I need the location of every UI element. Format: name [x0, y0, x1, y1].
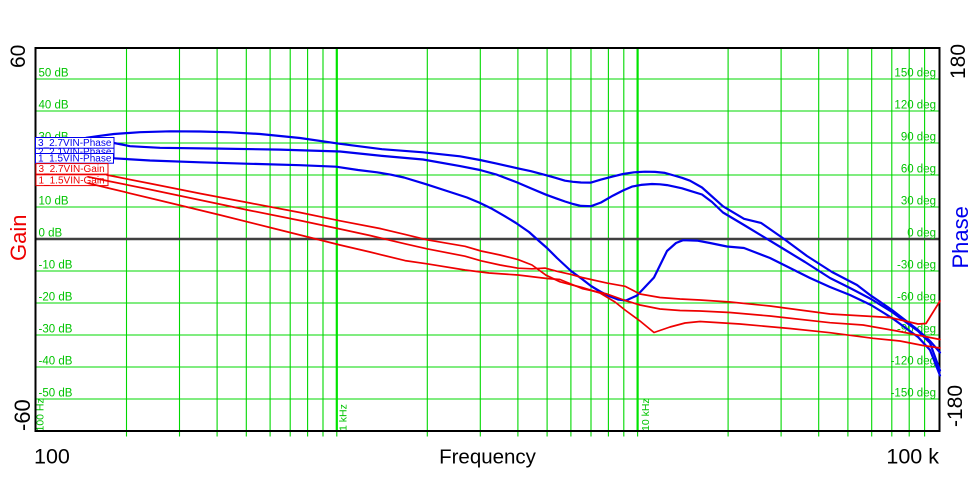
svg-text:3_2.7VIN-Phase: 3_2.7VIN-Phase [38, 138, 112, 149]
svg-text:1_1.5VIN-Gain: 1_1.5VIN-Gain [39, 175, 105, 186]
svg-text:-40 dB: -40 dB [39, 356, 73, 368]
svg-text:-60: -60 [10, 399, 35, 431]
svg-text:-60 deg: -60 deg [897, 292, 936, 304]
svg-text:3_2.7VIN-Gain: 3_2.7VIN-Gain [39, 164, 105, 175]
svg-text:100 Hz: 100 Hz [35, 398, 47, 431]
svg-text:-20 dB: -20 dB [39, 292, 73, 304]
svg-text:Frequency: Frequency [439, 446, 537, 469]
svg-text:0 dB: 0 dB [39, 228, 63, 240]
svg-text:-150 deg: -150 deg [891, 388, 936, 400]
svg-text:-30 deg: -30 deg [897, 260, 936, 272]
svg-text:180: 180 [947, 44, 970, 79]
svg-text:1_1.5VIN-Phase: 1_1.5VIN-Phase [38, 154, 112, 165]
svg-text:-120 deg: -120 deg [891, 356, 936, 368]
svg-text:0 deg: 0 deg [907, 228, 936, 240]
svg-text:Gain: Gain [6, 215, 31, 261]
svg-text:60: 60 [7, 45, 30, 68]
svg-text:30 deg: 30 deg [901, 196, 936, 208]
svg-text:-180: -180 [944, 385, 967, 427]
svg-text:1 kHz: 1 kHz [338, 404, 350, 431]
svg-text:2_2.1VIN-Phase: 2_2.1VIN-Phase [38, 147, 112, 158]
svg-text:10 dB: 10 dB [39, 196, 69, 208]
svg-text:40 dB: 40 dB [39, 100, 69, 112]
svg-text:-10 dB: -10 dB [39, 260, 73, 272]
svg-text:50 dB: 50 dB [39, 68, 69, 80]
svg-text:Phase: Phase [948, 206, 973, 268]
svg-text:150 deg: 150 deg [894, 68, 936, 80]
svg-text:100 k: 100 k [886, 445, 939, 469]
svg-text:60 deg: 60 deg [901, 164, 936, 176]
svg-text:-30 dB: -30 dB [39, 324, 73, 336]
svg-text:100: 100 [34, 445, 70, 469]
svg-text:90 deg: 90 deg [901, 132, 936, 144]
svg-text:10 kHz: 10 kHz [640, 398, 652, 431]
svg-text:120 deg: 120 deg [894, 100, 936, 112]
svg-text:-50 dB: -50 dB [39, 388, 73, 400]
